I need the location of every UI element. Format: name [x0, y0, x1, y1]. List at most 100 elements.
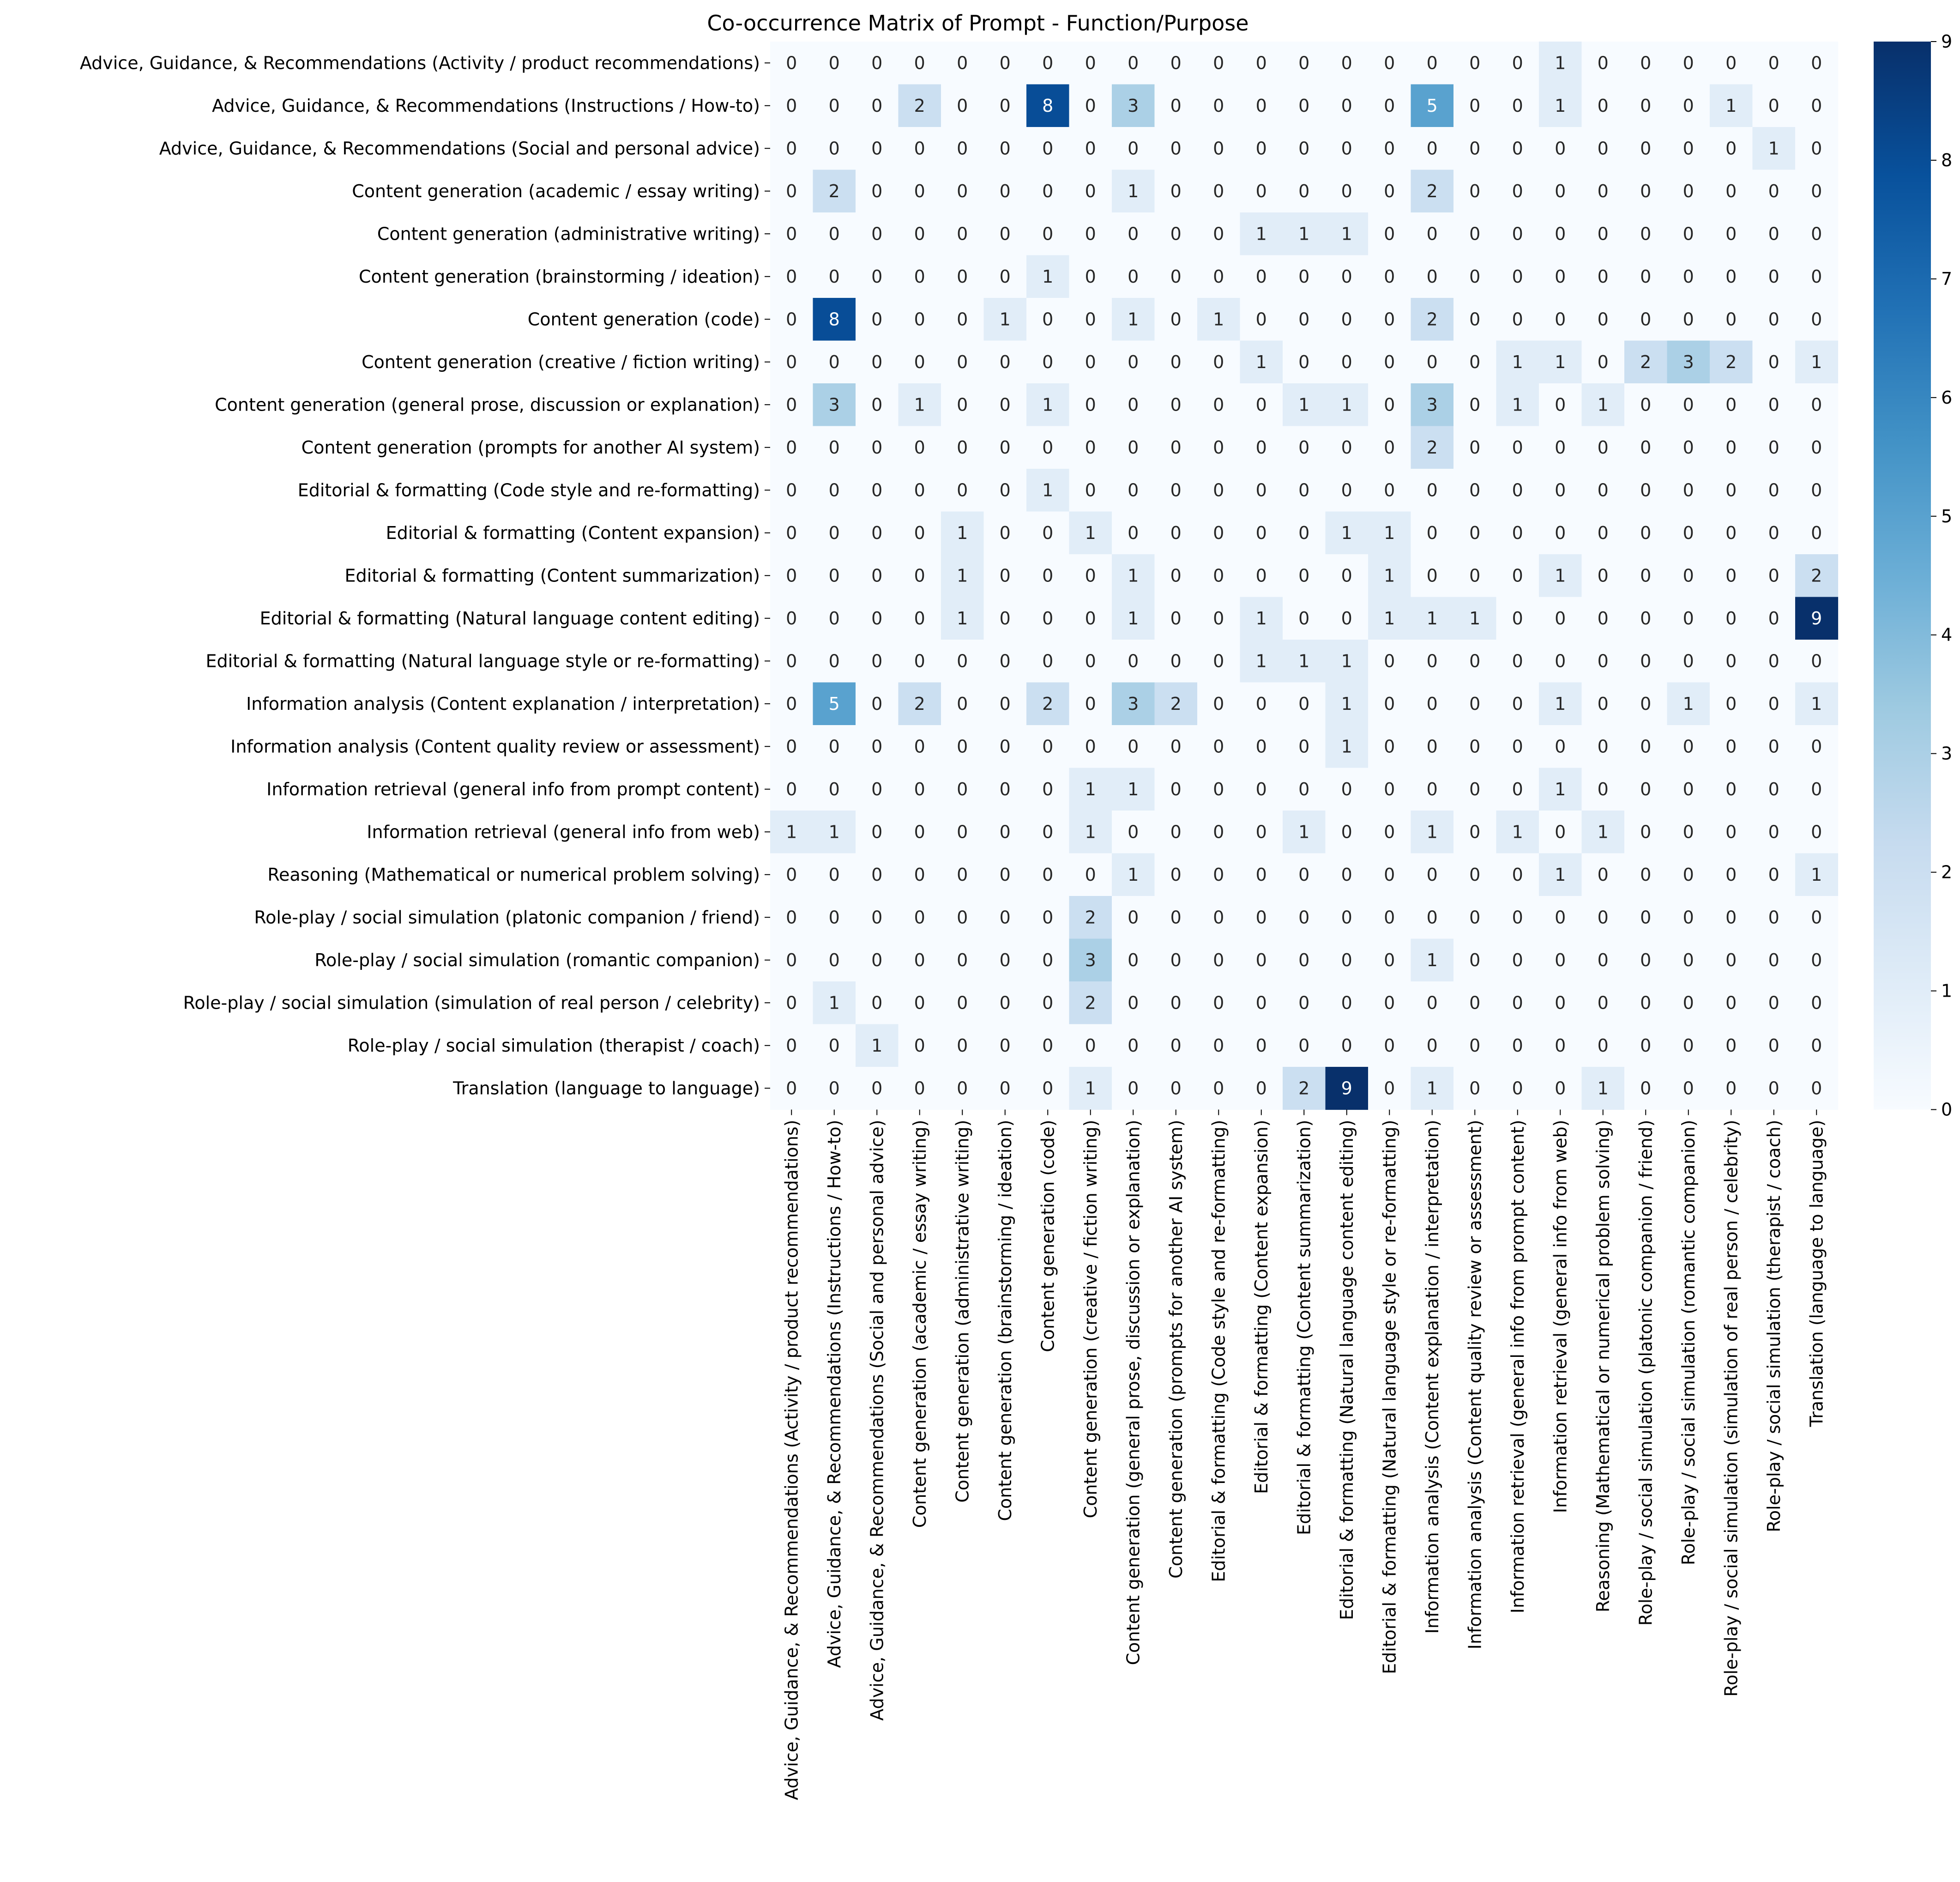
heatmap-cell — [1795, 1067, 1839, 1110]
cell-value-label: 0 — [1811, 523, 1822, 543]
cell-value-label: 0 — [914, 138, 925, 158]
heatmap-cell — [813, 42, 856, 85]
cell-value-label: 0 — [1000, 779, 1011, 799]
cell-value-label: 0 — [957, 694, 968, 714]
heatmap-cell — [1026, 426, 1070, 469]
heatmap-cell — [1453, 383, 1497, 427]
cell-value-label: 0 — [1042, 523, 1053, 543]
cell-value-label: 0 — [1640, 394, 1651, 415]
heatmap-cell — [1154, 811, 1198, 854]
heatmap-cell — [1368, 682, 1411, 726]
cell-value-label: 0 — [1170, 523, 1182, 543]
cell-value-label: 1 — [957, 565, 968, 586]
heatmap-cell — [813, 896, 856, 939]
cell-value-label: 0 — [1512, 736, 1523, 756]
heatmap-cell — [1240, 554, 1283, 598]
heatmap-cell — [1710, 725, 1753, 769]
heatmap-cell — [941, 298, 984, 341]
heatmap-cell — [1411, 426, 1454, 469]
cell-value-label: 1 — [1256, 224, 1267, 244]
cell-value-label: 0 — [1384, 822, 1395, 842]
cell-value-label: 0 — [914, 523, 925, 543]
heatmap-cell — [770, 896, 814, 939]
cell-value-label: 0 — [1213, 394, 1224, 415]
cell-value-label: 0 — [1640, 907, 1651, 927]
cell-value-label: 0 — [1512, 1078, 1523, 1098]
heatmap-cell — [1453, 298, 1497, 341]
heatmap-cell — [1069, 811, 1112, 854]
cell-value-label: 0 — [1555, 950, 1566, 970]
cell-value-label: 0 — [1725, 1078, 1737, 1098]
heatmap-cell — [1154, 42, 1198, 85]
heatmap-cell — [1795, 340, 1839, 384]
cell-value-label: 0 — [1170, 565, 1182, 586]
heatmap-cell — [1752, 938, 1796, 982]
heatmap-cell — [1325, 725, 1369, 769]
cell-value-label: 0 — [829, 437, 840, 458]
heatmap-cell — [1368, 896, 1411, 939]
cell-value-label: 0 — [786, 266, 797, 287]
x-tick-label-information-retrieval-general-info-from-web: Information retrieval (general info from… — [1550, 1120, 1570, 1513]
heatmap-cell — [1197, 725, 1241, 769]
cell-value-label: 0 — [1683, 608, 1694, 629]
heatmap-cell — [813, 682, 856, 726]
heatmap-cell — [1240, 640, 1283, 683]
heatmap-cell — [898, 340, 941, 384]
cell-value-label: 0 — [1768, 608, 1779, 629]
y-tick-label-content-generation-creative-fiction-writing: Content generation (creative / fiction w… — [362, 352, 760, 372]
cell-value-label: 0 — [1000, 950, 1011, 970]
cell-value-label: 0 — [1170, 907, 1182, 927]
cell-value-label: 0 — [1384, 736, 1395, 756]
heatmap-cell — [1154, 127, 1198, 170]
cell-value-label: 0 — [1384, 907, 1395, 927]
heatmap-cell — [1496, 768, 1539, 811]
heatmap-cell — [1667, 981, 1710, 1025]
heatmap-cell — [1240, 1024, 1283, 1067]
cell-value-label: 0 — [1000, 352, 1011, 372]
cell-value-label: 0 — [1042, 992, 1053, 1013]
cell-value-label: 0 — [1469, 523, 1480, 543]
cell-value-label: 0 — [1725, 779, 1737, 799]
x-tick-label-content-generation-prompts-for-another-ai-system: Content generation (prompts for another … — [1166, 1120, 1186, 1579]
heatmap-cell — [770, 554, 814, 598]
cell-value-label: 0 — [1170, 651, 1182, 671]
heatmap-cell — [1496, 725, 1539, 769]
cell-value-label: 0 — [1512, 437, 1523, 458]
cell-value-label: 1 — [1811, 352, 1822, 372]
heatmap-cell — [770, 938, 814, 982]
y-tick-label-content-generation-prompts-for-another-ai-system: Content generation (prompts for another … — [302, 437, 760, 458]
heatmap-cell — [1325, 1067, 1369, 1110]
heatmap-cell — [941, 1067, 984, 1110]
heatmap-cell — [1325, 340, 1369, 384]
heatmap-cell — [1539, 981, 1582, 1025]
cell-value-label: 0 — [1768, 992, 1779, 1013]
heatmap-cell — [770, 1024, 814, 1067]
heatmap-cell — [1283, 340, 1326, 384]
colorbar: 0 1 2 3 4 5 6 7 8 9 — [1874, 31, 1952, 1120]
heatmap-cell — [1240, 811, 1283, 854]
cell-value-label: 1 — [1512, 352, 1523, 372]
cell-value-label: 0 — [1640, 266, 1651, 287]
heatmap-cell — [1581, 212, 1625, 256]
cell-value-label: 0 — [1170, 53, 1182, 73]
heatmap-cell — [1026, 511, 1070, 555]
cell-value-label: 0 — [1128, 53, 1139, 73]
cell-value-label: 5 — [829, 694, 840, 714]
heatmap-cell — [1624, 127, 1668, 170]
heatmap-cell — [1581, 255, 1625, 298]
cell-value-label: 0 — [871, 181, 882, 201]
cell-value-label: 0 — [957, 437, 968, 458]
heatmap-cell — [983, 511, 1027, 555]
cell-value-label: 0 — [914, 907, 925, 927]
heatmap-cell — [898, 298, 941, 341]
cell-value-label: 0 — [1512, 779, 1523, 799]
cell-value-label: 0 — [1598, 992, 1609, 1013]
cell-value-label: 0 — [1555, 608, 1566, 629]
heatmap-cell — [1496, 1024, 1539, 1067]
cell-value-label: 0 — [1341, 950, 1352, 970]
heatmap-cell — [941, 725, 984, 769]
cell-value-label: 0 — [871, 394, 882, 415]
heatmap-cell — [941, 768, 984, 811]
cell-value-label: 0 — [829, 608, 840, 629]
cell-value-label: 1 — [1811, 694, 1822, 714]
